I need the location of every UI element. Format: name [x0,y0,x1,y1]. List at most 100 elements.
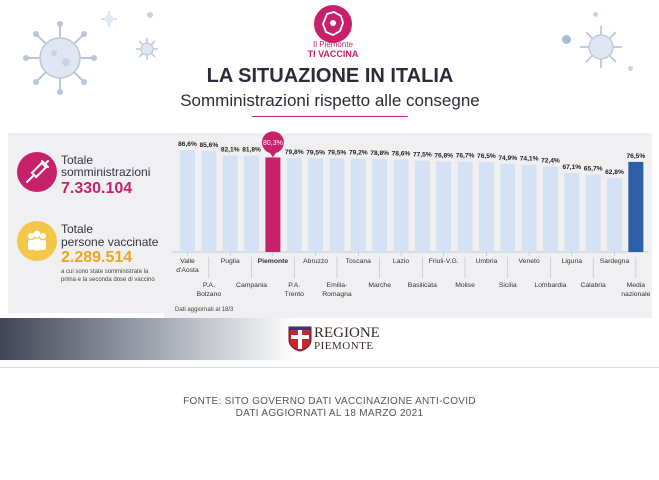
bar-value-label: 67,1% [562,164,581,171]
source-line-1: FONTE: SITO GOVERNO DATI VACCINAZIONE AN… [183,396,476,407]
bar [436,161,452,252]
bar-value-label: 79,5% [306,149,325,156]
category-label: Lazio [393,258,409,265]
bar-value-label: 76,7% [456,153,475,160]
bar [244,155,260,252]
category-label: Campania [236,282,267,289]
category-label: Liguria [562,258,583,265]
bar-value-label: 79,8% [285,149,304,156]
category-label: P.A. [203,282,215,289]
category-label: Calabria [580,282,606,289]
bar [414,160,430,252]
category-label: nazionale [621,291,650,298]
campaign-logo [314,5,352,43]
piedmont-map-icon [322,11,344,37]
category-label: d'Aosta [176,267,199,274]
bar [201,151,217,252]
category-label: Bolzano [197,291,222,298]
vaccinated-note: a cui sono state somministrate la prima … [61,269,155,283]
category-label: Emilia- [327,282,348,289]
bar [478,161,494,252]
bar-value-label: 79,2% [349,150,368,157]
dot-decoration-icon [593,12,598,17]
category-label: Basilicata [408,282,437,289]
virus-decoration-icon [580,26,622,68]
total-administrations-label-1: Totale [61,153,94,167]
bar-value-label: 86,6% [178,141,197,148]
virus-decoration-icon [23,21,97,95]
bar-value-label: 82,1% [221,146,240,153]
category-label: Veneto [519,258,540,265]
syringe-circle [17,152,57,192]
bottom-band [0,318,659,360]
bar [180,150,195,252]
logo-line-2: TI VACCINA [307,49,359,59]
bar [564,172,580,252]
category-label: Media [627,282,646,289]
bar [393,159,409,252]
bar-value-label: 77,5% [413,152,432,159]
source-line-2: DATI AGGIORNATI AL 18 MARZO 2021 [235,408,424,419]
region-line-2: PIEMONTE [314,340,374,352]
bar-value-label: 80,3% [263,140,283,147]
bar-value-label: 74,9% [498,155,517,162]
bar [585,174,601,252]
page-subtitle: Somministrazioni rispetto alle consegne [180,91,480,110]
category-label: Puglia [221,258,240,265]
piedmont-coat-of-arms-icon [288,326,312,352]
category-label: Molise [455,282,475,289]
total-administrations-label-2: somministrazioni [61,165,151,179]
total-administrations-value: 7.330.104 [61,180,133,197]
bar-value-label: 65,7% [584,166,603,173]
category-label: P.A. [288,282,300,289]
region-line-1: REGIONE [314,325,380,341]
bar-value-label: 79,5% [328,149,347,156]
people-icon [28,230,46,251]
bar [329,158,345,252]
virus-decoration-icon [101,11,117,27]
total-vaccinated-value: 2.289.514 [61,249,133,266]
category-label: Sardegna [600,258,630,265]
bar [372,159,388,252]
virus-decoration-icon [136,38,158,60]
bar-value-label: 76,5% [477,153,496,160]
category-label: Umbria [475,258,497,265]
bar [607,178,622,252]
category-label: Toscana [346,258,372,265]
infographic-slide: Il Piemonte TI VACCINA LA SITUAZIONE IN … [0,5,659,360]
bar-value-label: 76,5% [626,153,645,160]
bar-value-label: 74,1% [520,156,539,163]
page-title: LA SITUAZIONE IN ITALIA [206,65,454,87]
dot-decoration-icon [562,35,571,44]
bar-value-label: 72,4% [541,158,560,165]
title-divider [252,116,408,117]
category-label: Valle [180,258,195,265]
data-update-note: Dati aggiornati al 18/3 [175,307,234,313]
bar [542,166,558,252]
category-label: Marche [368,282,391,289]
people-circle [17,221,57,261]
syringe-icon [26,160,49,183]
bar [500,163,516,252]
logo-line-1: Il Piemonte [312,40,354,49]
bar-value-label: 78,6% [392,150,411,157]
dot-decoration-icon [628,66,633,71]
bar-value-label: 81,8% [242,147,261,154]
bar-value-label: 78,8% [370,150,389,157]
category-label: Piemonte [258,258,289,265]
category-label: Friuli-V.G. [429,258,459,265]
dot-decoration-icon [147,12,153,18]
total-vaccinated-label-1: Totale [61,222,94,236]
category-label: Lombardia [534,282,566,289]
highlight-bubble [261,131,284,154]
bar-value-label: 76,8% [434,153,453,160]
category-label: Abruzzo [303,258,328,265]
bar [628,161,644,252]
bar [457,161,473,252]
region-name: REGIONE PIEMONTE [314,325,380,353]
category-label: Romagna [322,291,352,298]
bar-value-label: 85,6% [199,142,218,149]
bar [521,164,537,252]
bar [265,157,281,252]
bar-value-label: 62,8% [605,169,624,176]
